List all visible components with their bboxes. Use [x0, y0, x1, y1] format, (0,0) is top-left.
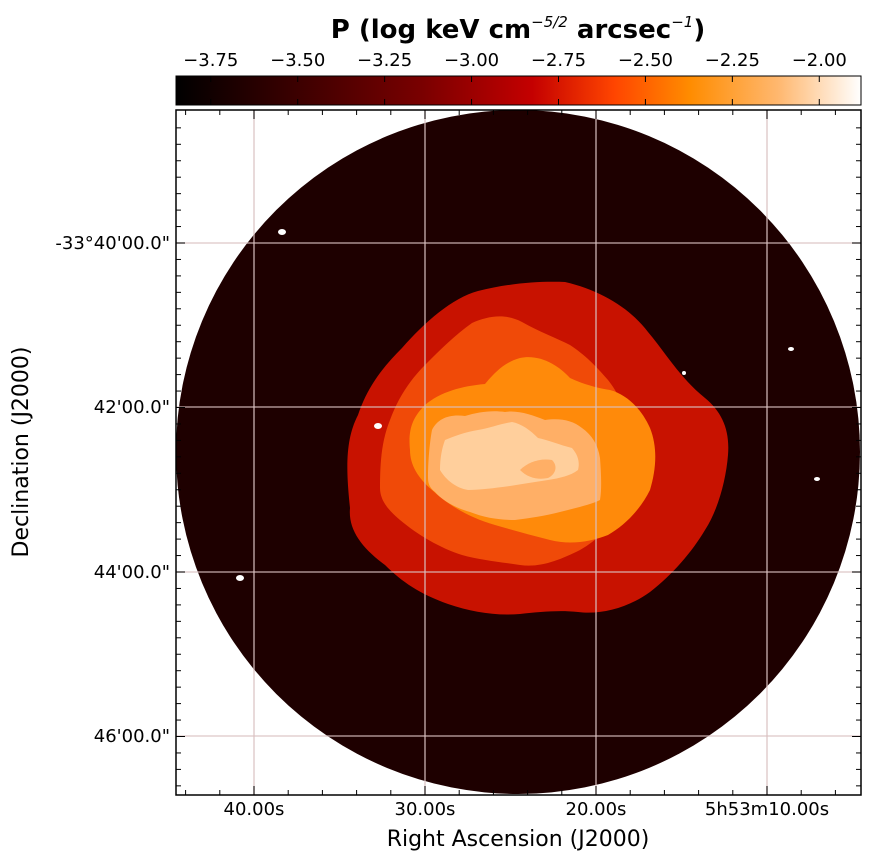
colorbar-tick-label: −2.25 — [705, 50, 760, 71]
coordinate-grid — [176, 110, 861, 795]
colorbar-title: P (log keV cm−5/2 arcsec−1) — [331, 13, 705, 45]
x-tick-labels: 40.00s 30.00s 20.00s 5h53m10.00s — [224, 799, 830, 820]
heatmap-region-notch — [520, 459, 556, 479]
colorbar-tick-label: −3.75 — [183, 50, 238, 71]
x-tick-label: 20.00s — [566, 799, 627, 820]
colorbar-tick-label: −3.25 — [357, 50, 412, 71]
colorbar-ticks: −3.75 −3.50 −3.25 −3.00 −2.75 −2.50 −2.25 −2.00 — [183, 50, 847, 105]
masked-point-source — [682, 371, 686, 375]
y-tick-label: -33°40'00.0" — [55, 233, 170, 254]
colorbar-tick-label: −3.50 — [270, 50, 325, 71]
colorbar-tick-label: −3.00 — [444, 50, 499, 71]
colorbar-tick-label: −2.75 — [531, 50, 586, 71]
y-tick-label: 46'00.0" — [94, 726, 170, 747]
colorbar-title-end: ) — [693, 15, 705, 45]
colorbar-tick-label: −2.00 — [792, 50, 847, 71]
colorbar — [175, 75, 862, 106]
y-tick-label: 44'00.0" — [94, 562, 170, 583]
x-tick-label: 40.00s — [224, 799, 285, 820]
y-tick-labels: -33°40'00.0" 42'00.0" 44'00.0" 46'00.0" — [55, 233, 170, 747]
x-axis-label: Right Ascension (J2000) — [387, 827, 650, 852]
colorbar-title-exp2: −1 — [671, 13, 693, 31]
masked-point-source — [374, 423, 382, 429]
masked-point-source — [788, 347, 794, 351]
colorbar-title-exp1: −5/2 — [531, 13, 568, 31]
x-tick-label: 30.00s — [395, 799, 456, 820]
colorbar-title-mid: arcsec — [568, 15, 671, 45]
x-tick-label: 5h53m10.00s — [705, 799, 829, 820]
colorbar-title-main: P (log keV cm — [331, 15, 531, 45]
plot-area — [176, 110, 861, 795]
y-tick-label: 42'00.0" — [94, 397, 170, 418]
masked-point-source — [236, 575, 244, 581]
colorbar-tick-label: −2.50 — [618, 50, 673, 71]
y-axis-label: Declination (J2000) — [9, 347, 34, 558]
plot-frame — [175, 109, 862, 796]
masked-point-source — [814, 477, 820, 481]
masked-point-source — [278, 229, 286, 235]
axis-ticks — [176, 110, 861, 795]
